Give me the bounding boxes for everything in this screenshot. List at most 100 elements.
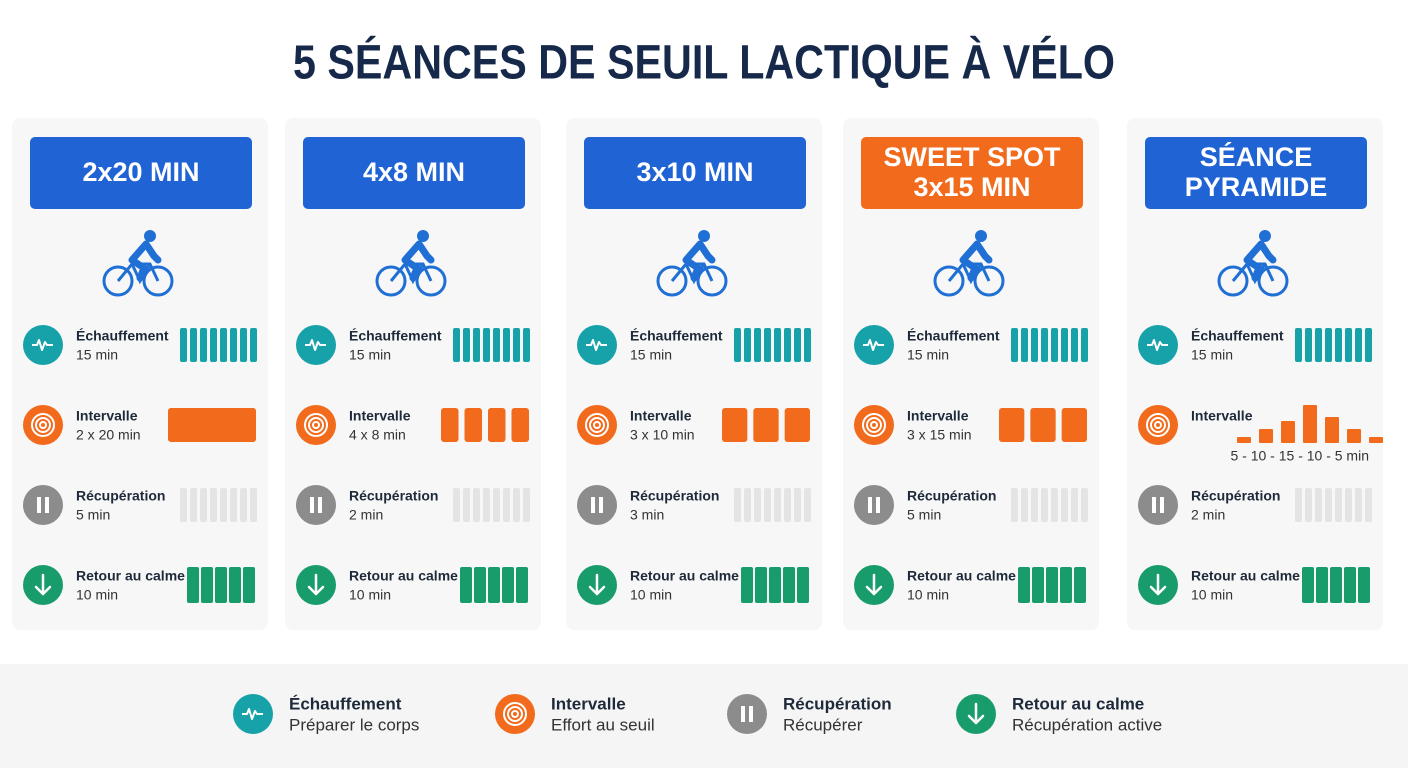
warmup-bar [754,328,761,362]
pause-bar [876,497,880,513]
warmup-bar [1305,328,1312,362]
recovery-bar [774,488,781,522]
target-ring [1150,417,1166,433]
row-detail: 2 min [349,507,383,523]
legend-label: Échauffement [289,694,402,713]
warmup-bar [1041,328,1048,362]
icon-circle [296,405,336,445]
row-icon [727,694,767,734]
target-ring [308,417,324,433]
rider-body [959,240,993,282]
warmup-bar [513,328,520,362]
legend-band [0,664,1408,768]
wheel [415,265,447,297]
recovery-bar [1355,488,1362,522]
warmup-bar [1021,328,1028,362]
recovery-bar [493,488,500,522]
recovery-bar [794,488,801,522]
pyramid-bar [1325,417,1339,443]
pyramid-bar [1237,437,1251,443]
row-detail: 2 min [1191,507,1225,523]
row-icon [1138,405,1178,445]
row-label: Intervalle [630,408,692,424]
legend-description: Récupérer [783,715,863,734]
row-icon [577,565,617,605]
cooldown-bar [755,567,767,603]
recovery-bar [1061,488,1068,522]
wheel [375,265,407,297]
row-label: Échauffement [907,328,1000,344]
interval-block [168,408,256,442]
row-icon [23,325,63,365]
row-label: Récupération [1191,488,1280,504]
warmup-bar [503,328,510,362]
row-label: Intervalle [76,408,138,424]
row-label: Récupération [630,488,719,504]
cooldown-bar [769,567,781,603]
warmup-bar [523,328,530,362]
row-label: Intervalle [349,408,411,424]
row-icon [23,485,63,525]
wheel [102,265,134,297]
row-detail: 15 min [76,347,118,363]
target-ring [312,421,320,429]
row-icon [956,694,996,734]
target-ring [35,417,51,433]
pulse-line [863,339,884,351]
card-title: 3x10 MIN [636,157,753,187]
pulse-line [242,708,263,720]
icon-circle [577,405,617,445]
rider-body [128,240,162,282]
recovery-bar [463,488,470,522]
target-ring [866,417,882,433]
recovery-bar [1335,488,1342,522]
row-label: Récupération [907,488,996,504]
row-icon [23,405,63,445]
rider-head [417,230,429,242]
pyramid-bar [1259,429,1273,443]
wheel [142,265,174,297]
card-header [30,137,252,209]
rider-body [1243,240,1277,282]
recovery-bar [754,488,761,522]
recovery-bar [1071,488,1078,522]
down-arrow [588,573,606,596]
card-title: SÉANCE [1200,141,1313,172]
target-ring [862,413,886,437]
recovery-bar [1325,488,1332,522]
row-detail: 10 min [349,587,391,603]
row-icon [854,485,894,525]
recovery-bar [1305,488,1312,522]
pulse-line [1147,339,1168,351]
row-icon [296,405,336,445]
warmup-bar [744,328,751,362]
down-arrow [967,702,985,725]
icon-circle [727,694,767,734]
row-detail: 3 min [630,507,664,523]
recovery-bar [503,488,510,522]
recovery-bar [230,488,237,522]
row-icon [23,565,63,605]
warmup-bar [230,328,237,362]
cooldown-bar [783,567,795,603]
card-title: SWEET SPOT [883,142,1061,172]
recovery-bar [1011,488,1018,522]
cooldown-bar [201,567,213,603]
recovery-bar [180,488,187,522]
cooldown-bar [215,567,227,603]
rider-head [975,230,987,242]
target-ring [585,413,609,437]
warmup-bar [453,328,460,362]
row-icon [296,325,336,365]
down-arrow [34,573,52,596]
pyramid-bar [1347,429,1361,443]
cooldown-bar [1074,567,1086,603]
cooldown-bar [1060,567,1072,603]
pulse-line [586,339,607,351]
interval-block [1061,408,1087,442]
row-detail: 5 min [76,507,110,523]
warmup-bar [1355,328,1362,362]
icon-circle [23,405,63,445]
warmup-bar [784,328,791,362]
row-label: Retour au calme [76,568,185,584]
